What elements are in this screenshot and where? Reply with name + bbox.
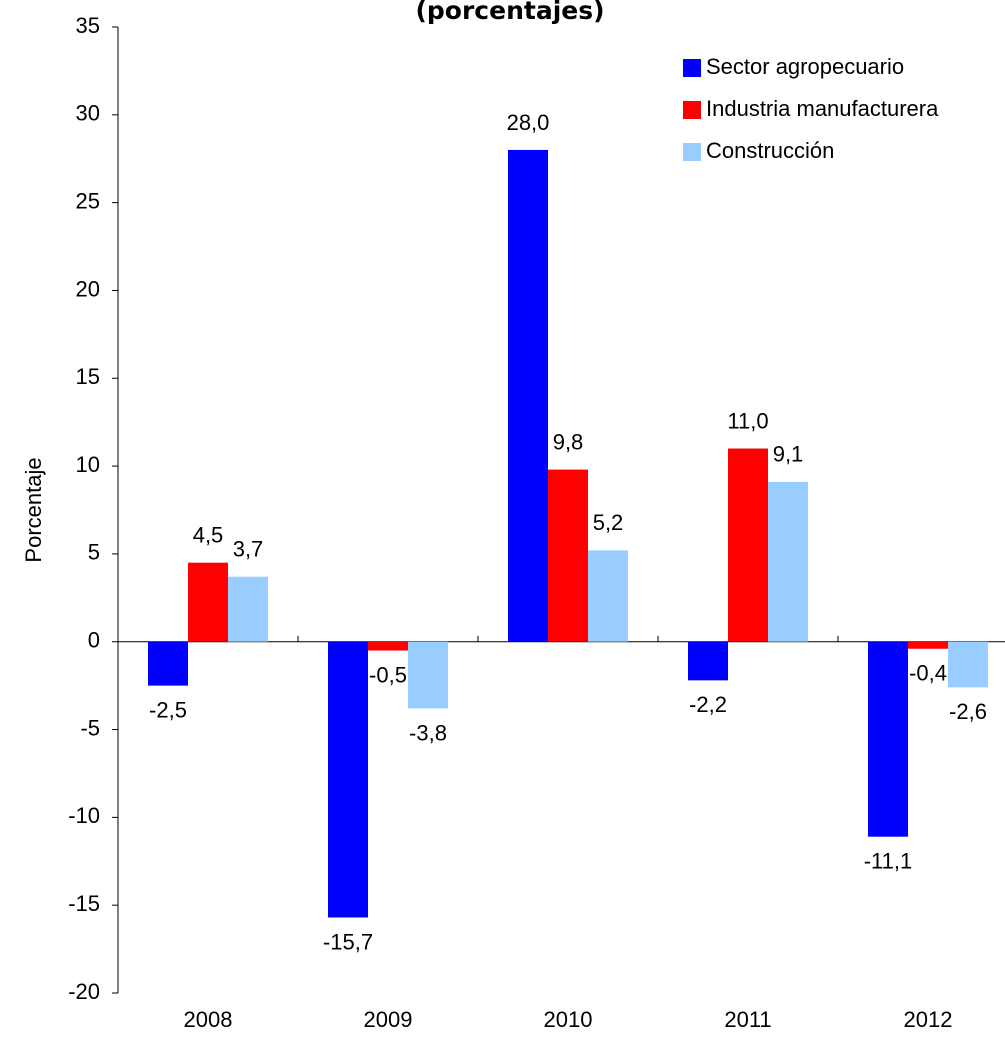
legend-label: Industria manufacturera <box>706 96 939 121</box>
value-label: 11,0 <box>727 408 768 433</box>
y-tick-label: -5 <box>80 715 100 740</box>
x-tick-label: 2010 <box>544 1007 593 1032</box>
y-tick-label: 35 <box>76 13 100 38</box>
legend-swatch <box>683 59 701 77</box>
bar <box>768 481 808 642</box>
bar <box>408 641 448 709</box>
y-tick-label: 5 <box>88 540 100 565</box>
value-label: -2,6 <box>949 699 987 724</box>
bar <box>508 149 548 642</box>
x-tick-label: 2009 <box>364 1007 413 1032</box>
legend-swatch <box>683 101 701 119</box>
y-tick-label: 10 <box>76 452 100 477</box>
value-label: 9,1 <box>773 442 804 467</box>
bar <box>148 641 188 686</box>
bar <box>188 562 228 642</box>
value-label: 3,7 <box>233 537 264 562</box>
bar <box>908 641 948 649</box>
x-tick-label: 2008 <box>184 1007 233 1032</box>
y-tick-label: -20 <box>68 979 100 1004</box>
value-label: 4,5 <box>193 523 224 548</box>
bar <box>948 641 988 688</box>
bar <box>328 641 368 918</box>
y-tick-label: 0 <box>88 628 100 653</box>
value-label: -0,4 <box>909 661 947 686</box>
y-tick-label: 15 <box>76 364 100 389</box>
bar <box>688 641 728 681</box>
y-axis-title: Porcentaje <box>21 457 46 562</box>
y-tick-label: 20 <box>76 276 100 301</box>
bar <box>728 448 768 642</box>
bar <box>228 576 268 642</box>
bar <box>588 550 628 642</box>
legend-swatch <box>683 143 701 161</box>
legend-label: Construcción <box>706 138 834 163</box>
value-label: -0,5 <box>369 662 407 687</box>
value-label: -11,1 <box>864 848 913 873</box>
value-label: -3,8 <box>409 720 447 745</box>
y-tick-label: 25 <box>76 188 100 213</box>
legend-label: Sector agropecuario <box>706 54 904 79</box>
chart-title: (porcentajes) <box>415 0 604 25</box>
y-tick-label: -10 <box>68 803 100 828</box>
x-tick-label: 2011 <box>724 1007 771 1032</box>
bar <box>368 641 408 651</box>
y-tick-label: -15 <box>68 891 100 916</box>
value-label: 5,2 <box>593 510 624 535</box>
value-label: -15,7 <box>323 929 373 954</box>
value-label: 9,8 <box>553 429 584 454</box>
value-label: -2,5 <box>149 697 187 722</box>
x-tick-label: 2012 <box>904 1007 953 1032</box>
bar <box>868 641 908 837</box>
y-tick-label: 30 <box>76 101 100 126</box>
value-label: 28,0 <box>507 110 550 135</box>
value-label: -2,2 <box>689 692 727 717</box>
bar <box>548 469 588 642</box>
